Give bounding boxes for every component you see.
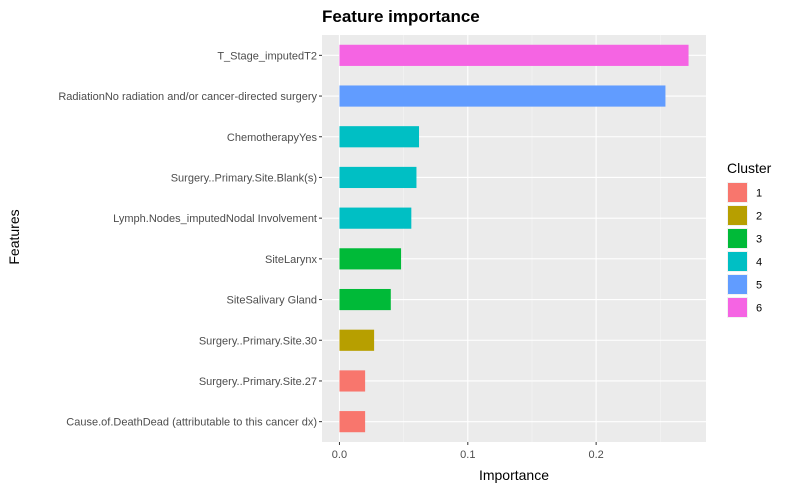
bar [339, 126, 420, 148]
legend-label: 1 [756, 188, 762, 200]
y-tick-label: RadiationNo radiation and/or cancer-dire… [58, 91, 317, 103]
x-tick-label: 0.0 [332, 449, 347, 461]
y-tick-label: T_Stage_imputedT2 [217, 50, 317, 62]
legend-label: 5 [756, 280, 762, 292]
y-tick-label: SiteLarynx [265, 254, 317, 266]
x-tick-label: 0.1 [460, 449, 475, 461]
y-tick-label: Surgery..Primary.Site.30 [199, 335, 317, 347]
bar [339, 44, 689, 66]
legend-label: 6 [756, 303, 762, 315]
bar [339, 370, 366, 392]
y-tick-label: ChemotherapyYes [227, 132, 318, 144]
legend: Cluster 1 2 3 4 5 6 [727, 160, 772, 318]
legend-label: 3 [756, 234, 762, 246]
y-axis-title: Features [6, 209, 22, 264]
legend-swatch [728, 252, 747, 271]
bars [339, 44, 689, 433]
y-tick-label: Surgery..Primary.Site.Blank(s) [171, 172, 317, 184]
bar [339, 288, 391, 311]
legend-items: 1 2 3 4 5 6 [727, 182, 762, 318]
legend-title: Cluster [727, 160, 772, 176]
y-tick-label: Lymph.Nodes_imputedNodal Involvement [113, 213, 317, 225]
bar [339, 248, 402, 270]
x-axis-title: Importance [479, 467, 549, 483]
legend-swatch [728, 275, 747, 294]
legend-swatch [728, 183, 747, 202]
y-axis: T_Stage_imputedT2 RadiationNo radiation a… [58, 50, 322, 429]
y-tick-label: SiteSalivary Gland [227, 295, 318, 307]
chart-title: Feature importance [322, 7, 480, 26]
x-axis: 0.0 0.1 0.2 [332, 442, 604, 461]
legend-swatch [728, 229, 747, 248]
legend-label: 4 [756, 257, 762, 269]
legend-label: 2 [756, 211, 762, 223]
bar [339, 166, 417, 189]
bar [339, 411, 366, 433]
legend-swatch [728, 206, 747, 225]
bar [339, 329, 375, 351]
y-tick-label: Cause.of.DeathDead (attributable to this… [66, 417, 317, 429]
y-tick-label: Surgery..Primary.Site.27 [199, 376, 317, 388]
bar [339, 85, 666, 107]
legend-swatch [728, 298, 747, 317]
x-tick-label: 0.2 [588, 449, 603, 461]
bar [339, 207, 412, 229]
